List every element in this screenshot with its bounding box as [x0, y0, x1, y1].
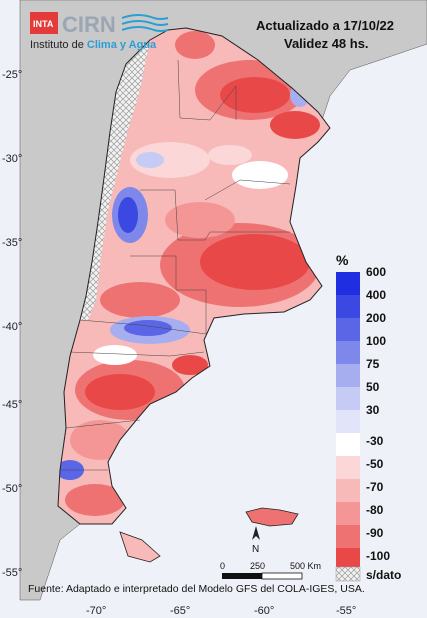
scale-tick: 500 Km [290, 561, 321, 571]
lat-label: -40° [2, 321, 22, 333]
nodata-label: s/dato [366, 568, 401, 582]
legend-label: 200 [366, 311, 386, 325]
north-arrow-icon: N [252, 526, 260, 555]
tierra-del-fuego [119, 531, 161, 563]
legend-swatch [336, 410, 360, 433]
legend-swatch [336, 456, 360, 479]
lat-label: -30° [2, 153, 22, 165]
institute-name: Instituto de Clima y Agua [30, 39, 157, 51]
latitude-labels: -25° -30° -35° -40° -45° -50° -55° [2, 69, 22, 579]
legend-label: -90 [366, 526, 384, 540]
legend-swatch [336, 479, 360, 502]
legend-swatch [336, 295, 360, 318]
legend-label: -100 [366, 549, 390, 563]
legend-swatch [336, 364, 360, 387]
lat-label: -35° [2, 237, 22, 249]
lat-label: -25° [2, 69, 22, 81]
nodata-swatch [335, 566, 361, 582]
legend-label: 600 [366, 265, 386, 279]
legend-label: -30 [366, 434, 384, 448]
lat-label: -55° [2, 567, 22, 579]
legend-label: 100 [366, 334, 386, 348]
cirn-logo: INTA CIRN Instituto de Clima y Agua [30, 12, 169, 51]
legend-label: -50 [366, 457, 384, 471]
scale-tick: 250 [250, 561, 265, 571]
legend-swatch [336, 433, 360, 456]
legend-label: 75 [366, 357, 380, 371]
legend-swatch [336, 525, 360, 548]
scale-bar: 0 250 500 Km [220, 561, 321, 580]
legend-swatch [336, 387, 360, 410]
wave-icon [121, 14, 169, 20]
lon-label: -60° [254, 605, 274, 617]
updated-date: Actualizado a 17/10/22 [256, 18, 394, 33]
legend-swatch [336, 548, 360, 571]
legend-label: -70 [366, 480, 384, 494]
malvinas-islands [245, 507, 299, 527]
legend: % 600400200100755030-30-50-70-80-90-100 … [335, 252, 401, 582]
legend-unit: % [336, 252, 349, 268]
legend-swatch [336, 318, 360, 341]
lat-label: -50° [2, 483, 22, 495]
legend-label: 50 [366, 380, 380, 394]
legend-swatch [336, 272, 360, 295]
svg-text:N: N [252, 544, 259, 555]
legend-label: 30 [366, 403, 380, 417]
lon-label: -70° [86, 605, 106, 617]
cirn-text: CIRN [62, 12, 116, 37]
legend-swatch [336, 341, 360, 364]
validity-period: Validez 48 hs. [284, 36, 369, 51]
legend-swatch [336, 502, 360, 525]
lon-label: -65° [170, 605, 190, 617]
source-note: Fuente: Adaptado e interpretado del Mode… [28, 583, 365, 595]
inta-text: INTA [33, 19, 54, 29]
legend-label: 400 [366, 288, 386, 302]
province-borders [60, 59, 291, 471]
legend-label: -80 [366, 503, 384, 517]
inta-badge [30, 12, 58, 34]
lon-label: -55° [336, 605, 356, 617]
longitude-labels: -70° -65° -60° -55° [86, 605, 356, 617]
lat-label: -45° [2, 399, 22, 411]
scale-tick: 0 [220, 561, 225, 571]
